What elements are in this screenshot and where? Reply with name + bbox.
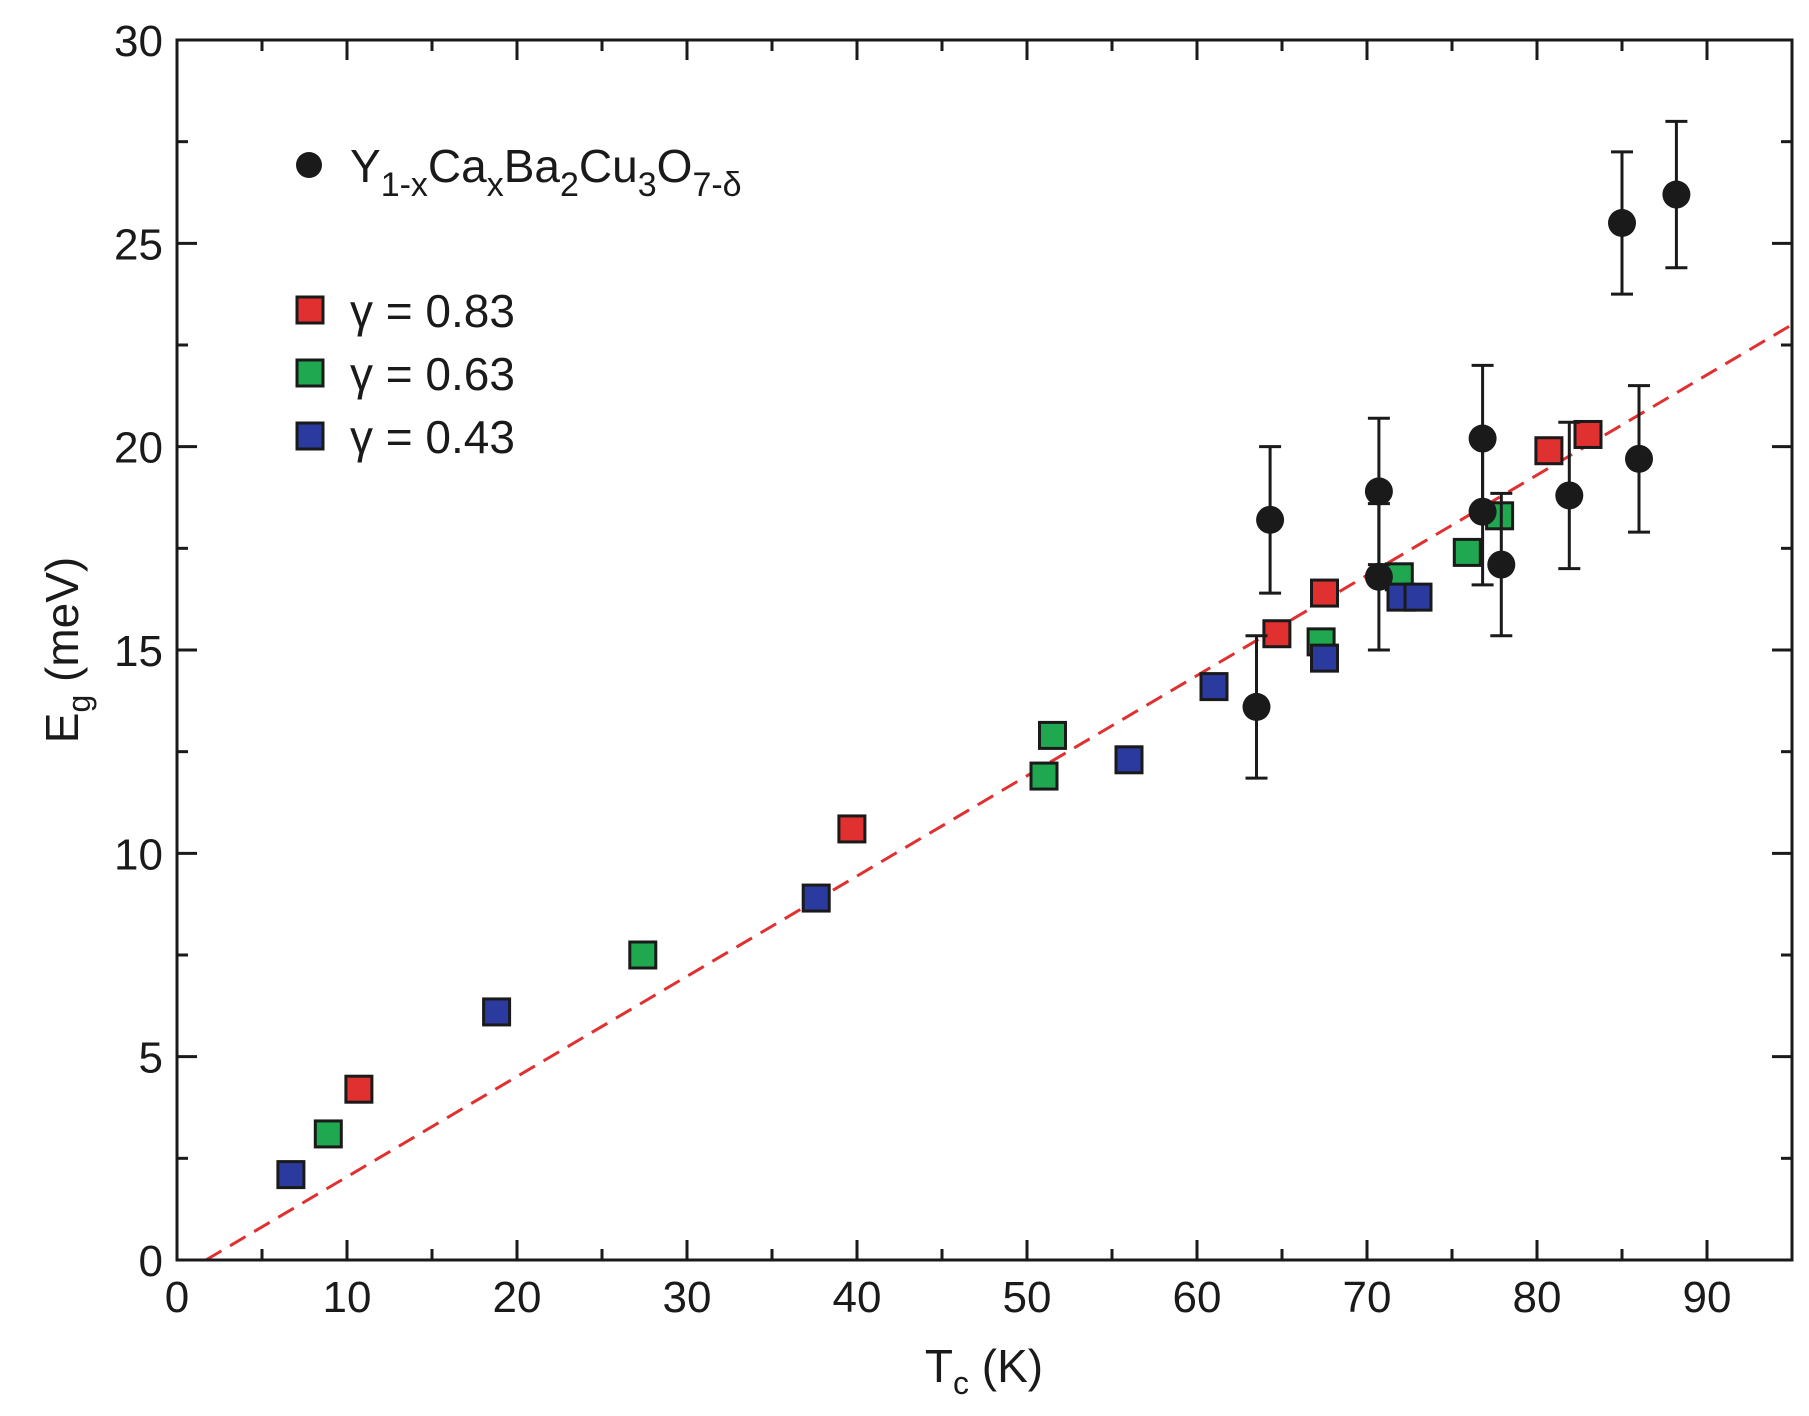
- square-point: [1199, 672, 1229, 702]
- x-tick-label: 80: [1513, 1273, 1562, 1322]
- circle-point: [1487, 550, 1516, 579]
- legend: Y1-xCaxBa2Cu3O7-δ γ = 0.83 γ = 0.63 γ = 0.4…: [295, 140, 742, 463]
- square-point: [344, 1074, 374, 1104]
- tick-layer: 0 10 20 30 40 50 60 70 80 90 0 5 10 15 20 25 30: [114, 17, 1792, 1322]
- square-point: [801, 883, 831, 913]
- square-point: [482, 997, 512, 1027]
- circle-point: [1608, 209, 1636, 237]
- square-point: [1310, 578, 1339, 608]
- y-tick-label: 0: [139, 1237, 163, 1286]
- x-tick-label: 60: [1173, 1273, 1222, 1322]
- circle-point: [1555, 481, 1584, 510]
- square-point: [628, 940, 658, 970]
- square-point: [1403, 582, 1433, 612]
- legend-marker-square: [295, 421, 325, 451]
- y-tick-label: 25: [114, 220, 163, 269]
- y-tick-label: 10: [114, 830, 163, 879]
- x-tick-label: 10: [323, 1273, 372, 1322]
- circle-point: [1364, 562, 1393, 591]
- legend-marker-square: [295, 295, 325, 325]
- y-tick-label: 30: [114, 17, 163, 66]
- x-tick-label: 40: [833, 1273, 882, 1322]
- square-point: [1573, 419, 1603, 449]
- x-tick-label: 0: [165, 1273, 189, 1322]
- y-tick-label: 5: [139, 1034, 163, 1083]
- square-point: [1114, 745, 1144, 775]
- legend-label: γ = 0.83: [350, 285, 515, 337]
- legend-label: γ = 0.43: [350, 411, 515, 463]
- circle-point: [1468, 497, 1497, 526]
- x-tick-label: 50: [1003, 1273, 1052, 1322]
- circle-point: [1256, 505, 1285, 534]
- x-tick-label: 70: [1343, 1273, 1392, 1322]
- y-axis-title: Eg (meV): [36, 557, 97, 743]
- legend-marker-circle: [296, 152, 322, 178]
- square-point: [1452, 537, 1482, 567]
- y-tick-label: 20: [114, 424, 163, 473]
- square-point: [837, 814, 867, 844]
- x-tick-label: 90: [1683, 1273, 1732, 1322]
- circle-point: [1625, 444, 1653, 473]
- y-tick-label: 15: [114, 627, 163, 676]
- square-point: [1534, 436, 1564, 466]
- circle-point: [1662, 180, 1691, 209]
- circle-point: [1364, 477, 1393, 506]
- x-tick-label: 20: [493, 1273, 542, 1322]
- square-point: [1029, 761, 1059, 791]
- square-point: [313, 1119, 343, 1149]
- x-tick-label: 30: [663, 1273, 712, 1322]
- square-point: [276, 1160, 306, 1190]
- legend-marker-square: [295, 358, 325, 388]
- circle-point: [1242, 692, 1271, 721]
- data-layer: [276, 119, 1691, 1190]
- square-point: [1310, 643, 1339, 673]
- square-point: [1038, 720, 1067, 750]
- legend-label: Y1-xCaxBa2Cu3O7-δ: [350, 140, 742, 204]
- square-point: [1262, 619, 1292, 649]
- legend-label: γ = 0.63: [350, 348, 515, 400]
- plot-frame: [175, 38, 1794, 1262]
- x-axis-title: Tc (K): [925, 1340, 1043, 1401]
